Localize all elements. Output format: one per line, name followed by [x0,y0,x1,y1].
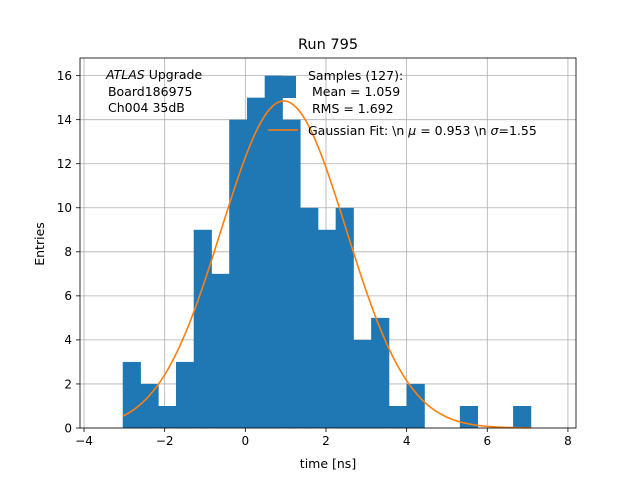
legend-fit-label: Gaussian Fit: \n μ = 0.953 \n σ=1.55 [308,123,537,138]
legend-fit-suffix: =1.55 [498,123,536,138]
y-tick-label-6: 12 [57,157,72,171]
histogram-bar-13 [353,339,372,428]
legend-histogram-label: Samples (127): [308,68,403,83]
histogram-bars [122,75,532,429]
legend-histogram-swatch [270,76,296,98]
gaussian-fit-curve [122,100,531,429]
y-tick-label-8: 16 [57,69,72,83]
histogram-bar-7 [246,97,266,429]
y-tick-label-2: 4 [64,333,72,347]
legend-fit-mu: μ [407,123,416,138]
x-tick-label-4: 4 [403,434,411,448]
histogram-bar-4 [193,229,212,428]
histogram-bar-6 [229,119,248,429]
histogram-bar-12 [335,207,354,428]
chart-title: Run 795 [298,37,358,53]
histogram-bar-8 [264,75,283,428]
histogram-bar-15 [388,405,408,428]
y-tick-label-3: 6 [64,289,72,303]
histogram-bar-1 [140,383,159,428]
x-tick-label-6: 8 [564,434,572,448]
legend: Samples (127): Mean = 1.059 RMS = 1.692 … [268,68,537,138]
y-tick-label-7: 14 [57,113,72,127]
x-axis-label: time [ns] [300,456,356,471]
x-tick-label-0: −4 [75,434,93,448]
histogram-bar-10 [300,207,319,428]
histogram-bar-0 [122,361,141,428]
legend-fit-mid: = 0.953 \n [416,123,490,138]
axis-ticks: −4 −2 0 2 4 6 8 0 2 4 6 8 10 12 14 16 [57,69,572,448]
plot-frame [79,57,577,429]
y-tick-label-1: 2 [64,377,72,391]
histogram-bar-16 [406,383,425,428]
legend-histogram-mean: Mean = 1.059 [308,84,400,99]
annotation-channel: Ch004 35dB [104,100,185,115]
legend-fit-sigma: σ [491,123,500,138]
x-tick-label-3: 2 [322,434,330,448]
legend-fit-prefix: Gaussian Fit: \n [308,123,408,138]
atlas-annotation: ATLAS Upgrade Board186975 Ch004 35dB [104,67,202,115]
histogram-bar-11 [317,229,337,428]
x-tick-label-1: −2 [156,434,174,448]
y-tick-label-0: 0 [64,421,72,435]
histogram-bar-9 [282,119,301,429]
histogram-bar-3 [175,361,195,428]
x-tick-label-2: 0 [242,434,250,448]
histogram-bar-5 [211,273,230,428]
histogram-bar-22 [513,405,532,428]
histogram-bar-2 [158,405,177,428]
x-tick-label-5: 6 [483,434,491,448]
annotation-board: Board186975 [104,84,192,99]
legend-histogram-rms: RMS = 1.692 [308,101,394,116]
y-axis-label: Entries [32,222,47,266]
annotation-upgrade: Upgrade [145,67,203,82]
atlas-label: ATLAS [105,67,145,82]
y-tick-label-4: 8 [64,245,72,259]
y-tick-label-5: 10 [57,201,72,215]
svg-text:ATLAS Upgrade: ATLAS Upgrade [105,67,202,82]
histogram-bar-14 [371,317,390,428]
